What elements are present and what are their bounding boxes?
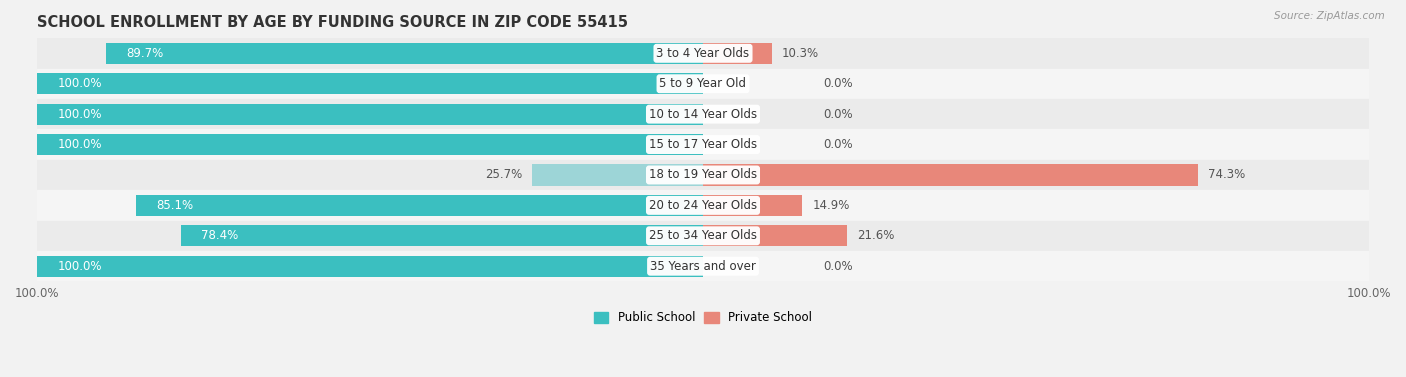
Bar: [531, 164, 703, 185]
Legend: Public School, Private School: Public School, Private School: [589, 307, 817, 329]
Text: 0.0%: 0.0%: [823, 260, 852, 273]
Text: 18 to 19 Year Olds: 18 to 19 Year Olds: [650, 169, 756, 181]
Bar: [37, 190, 1369, 221]
Text: 35 Years and over: 35 Years and over: [650, 260, 756, 273]
Text: 5 to 9 Year Old: 5 to 9 Year Old: [659, 77, 747, 90]
Text: 3 to 4 Year Olds: 3 to 4 Year Olds: [657, 47, 749, 60]
Bar: [703, 164, 1198, 185]
Bar: [105, 43, 703, 64]
Text: 100.0%: 100.0%: [58, 138, 101, 151]
Text: 0.0%: 0.0%: [823, 77, 852, 90]
Text: 10.3%: 10.3%: [782, 47, 818, 60]
Text: 10 to 14 Year Olds: 10 to 14 Year Olds: [650, 108, 756, 121]
Bar: [37, 104, 703, 125]
Bar: [37, 99, 1369, 129]
Bar: [703, 195, 803, 216]
Text: 85.1%: 85.1%: [156, 199, 194, 212]
Text: 25 to 34 Year Olds: 25 to 34 Year Olds: [650, 229, 756, 242]
Text: 21.6%: 21.6%: [856, 229, 894, 242]
Bar: [37, 73, 703, 94]
Text: 0.0%: 0.0%: [823, 138, 852, 151]
Text: 74.3%: 74.3%: [1208, 169, 1244, 181]
Bar: [181, 225, 703, 247]
Text: 100.0%: 100.0%: [58, 260, 101, 273]
Bar: [37, 129, 1369, 160]
Bar: [37, 221, 1369, 251]
Text: 100.0%: 100.0%: [58, 108, 101, 121]
Bar: [703, 225, 846, 247]
Bar: [37, 38, 1369, 69]
Text: 0.0%: 0.0%: [823, 108, 852, 121]
Bar: [37, 160, 1369, 190]
Text: SCHOOL ENROLLMENT BY AGE BY FUNDING SOURCE IN ZIP CODE 55415: SCHOOL ENROLLMENT BY AGE BY FUNDING SOUR…: [37, 15, 628, 30]
Text: Source: ZipAtlas.com: Source: ZipAtlas.com: [1274, 11, 1385, 21]
Bar: [37, 251, 1369, 281]
Text: 100.0%: 100.0%: [58, 77, 101, 90]
Bar: [37, 134, 703, 155]
Text: 14.9%: 14.9%: [813, 199, 849, 212]
Text: 20 to 24 Year Olds: 20 to 24 Year Olds: [650, 199, 756, 212]
Text: 25.7%: 25.7%: [485, 169, 522, 181]
Bar: [37, 69, 1369, 99]
Bar: [136, 195, 703, 216]
Bar: [37, 256, 703, 277]
Text: 89.7%: 89.7%: [125, 47, 163, 60]
Bar: [703, 43, 772, 64]
Text: 78.4%: 78.4%: [201, 229, 238, 242]
Text: 15 to 17 Year Olds: 15 to 17 Year Olds: [650, 138, 756, 151]
